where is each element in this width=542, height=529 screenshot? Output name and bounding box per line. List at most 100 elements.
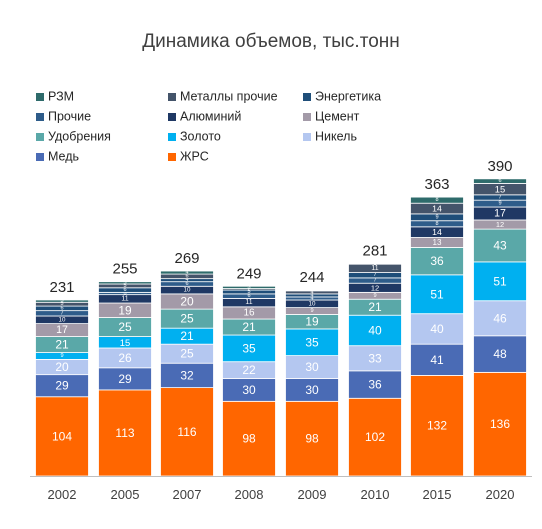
data-label-удобрения-2015: 36 — [430, 254, 444, 268]
bar-segment-никель-2020 — [473, 300, 527, 337]
legend-swatch-медь — [36, 153, 44, 161]
legend-swatch-прочие — [36, 113, 44, 121]
data-label-металлы-прочие-2002: 5 — [60, 301, 63, 307]
data-label-жрс-2010: 102 — [365, 430, 385, 444]
data-label-никель-2020: 46 — [493, 311, 507, 325]
data-label-медь-2009: 30 — [305, 383, 319, 397]
data-label-удобрения-2010: 21 — [368, 300, 382, 314]
data-label-энергетика-2007: 4 — [185, 277, 188, 283]
legend-label-медь: Медь — [48, 149, 79, 163]
data-label-удобрения-2009: 19 — [305, 315, 319, 329]
data-label-жрс-2005: 113 — [115, 426, 134, 440]
data-label-прочие-2015: 8 — [435, 221, 438, 227]
data-label-энергетика-2008: 5 — [247, 289, 250, 295]
legend-label-цемент: Цемент — [315, 109, 360, 123]
chart-title: Динамика объемов, тыс.тонн — [142, 31, 400, 52]
legend-swatch-рзм — [36, 93, 44, 101]
data-label-медь-2020: 48 — [493, 347, 507, 361]
legend-label-жрс: ЖРС — [180, 149, 209, 163]
data-label-энергетика-2020: 7 — [498, 194, 501, 200]
bar-segment-рзм-2008 — [222, 285, 276, 289]
data-label-цемент-2010: 9 — [373, 293, 376, 299]
data-label-золото-2007: 21 — [180, 329, 194, 343]
bar-segment-жрс-2020 — [473, 371, 527, 477]
data-label-жрс-2007: 116 — [177, 425, 196, 439]
total-label-2002: 231 — [49, 279, 74, 296]
data-label-жрс-2015: 132 — [427, 419, 447, 433]
data-label-никель-2010: 33 — [368, 351, 382, 365]
total-label-2020: 390 — [487, 158, 512, 175]
data-label-алюминий-2007: 10 — [184, 287, 191, 294]
data-label-алюминий-2015: 14 — [432, 227, 442, 237]
legend-label-удобрения: Удобрения — [48, 129, 111, 143]
data-label-медь-2008: 30 — [242, 383, 256, 397]
data-label-металлы-прочие-2015: 14 — [432, 204, 442, 214]
data-label-алюминий-2008: 11 — [245, 299, 252, 306]
x-tick-label-2020: 2020 — [486, 487, 515, 502]
data-label-жрс-2009: 98 — [305, 432, 319, 446]
data-label-прочие-2002: 7 — [60, 310, 63, 316]
total-label-2010: 281 — [362, 242, 387, 259]
data-label-никель-2002: 20 — [55, 360, 69, 374]
bar-segment-жрс-2008 — [222, 400, 276, 477]
x-tick-label-2008: 2008 — [235, 487, 264, 502]
bar-segment-золото-2020 — [473, 261, 527, 302]
data-label-золото-2009: 35 — [305, 335, 319, 349]
data-label-жрс-2002: 104 — [52, 429, 72, 443]
data-label-цемент-2007: 20 — [180, 295, 194, 309]
x-tick-label-2010: 2010 — [361, 487, 390, 502]
data-label-прочие-2009: 4 — [310, 295, 313, 301]
legend-label-алюминий: Алюминий — [180, 109, 241, 123]
data-label-жрс-2008: 98 — [242, 432, 256, 446]
data-label-рзм-2007: 4 — [185, 270, 188, 276]
legend-label-рзм: РЗМ — [48, 89, 74, 103]
data-label-алюминий-2005: 11 — [121, 295, 128, 302]
legend-swatch-жрс — [168, 153, 176, 161]
legend-swatch-алюминий — [168, 113, 176, 121]
total-label-2008: 249 — [236, 265, 261, 282]
data-label-энергетика-2005: 6 — [123, 287, 126, 293]
bars-area: 1042920921171076532311132926152519113653… — [35, 158, 527, 477]
data-label-золото-2008: 35 — [242, 341, 256, 355]
bar-segment-рзм-2002 — [35, 299, 89, 303]
data-label-металлы-прочие-2007: 6 — [185, 273, 188, 279]
data-label-алюминий-2009: 10 — [309, 300, 316, 307]
data-label-цемент-2020: 12 — [496, 220, 504, 229]
data-label-медь-2015: 41 — [430, 353, 444, 367]
data-label-алюминий-2002: 10 — [59, 316, 66, 323]
bar-segment-рзм-2009 — [285, 289, 339, 292]
data-label-металлы-прочие-2005: 5 — [123, 283, 126, 289]
data-label-цемент-2008: 16 — [243, 307, 255, 318]
legend-swatch-металлы-прочие — [168, 93, 176, 101]
legend-label-никель: Никель — [315, 129, 357, 143]
legend: РЗМ Металлы прочие Энергетика Прочие Алюмини… — [36, 89, 381, 163]
data-label-никель-2005: 26 — [118, 351, 132, 365]
x-axis: 2002 2005 2007 2008 2009 2010 2015 2020 — [30, 476, 532, 502]
x-tick-label-2007: 2007 — [173, 487, 202, 502]
data-label-рзм-2002: 3 — [60, 298, 63, 304]
data-label-удобрения-2020: 43 — [493, 238, 507, 252]
data-label-золото-2015: 51 — [430, 287, 444, 301]
data-label-металлы-прочие-2009: 4 — [310, 289, 313, 295]
data-label-цемент-2005: 19 — [118, 303, 132, 317]
legend-swatch-цемент — [303, 113, 311, 121]
bar-segment-жрс-2007 — [160, 387, 214, 477]
bar-segment-жрс-2002 — [35, 396, 89, 477]
data-label-удобрения-2007: 25 — [180, 312, 194, 326]
total-label-2009: 244 — [299, 269, 324, 286]
data-label-никель-2008: 22 — [242, 363, 256, 377]
bar-segment-рзм-2005 — [98, 281, 152, 285]
bar-segment-никель-2015 — [410, 313, 464, 345]
bar-segment-золото-2015 — [410, 274, 464, 315]
data-label-металлы-прочие-2010: 11 — [371, 265, 378, 272]
data-label-удобрения-2008: 21 — [242, 320, 256, 334]
data-label-прочие-2007: 6 — [185, 281, 188, 287]
data-label-рзм-2005: 3 — [123, 280, 126, 286]
data-label-металлы-прочие-2020: 15 — [495, 184, 505, 195]
data-label-медь-2002: 29 — [55, 379, 69, 393]
total-label-2007: 269 — [174, 250, 199, 267]
x-tick-label-2009: 2009 — [298, 487, 327, 502]
legend-label-прочие: Прочие — [48, 109, 91, 123]
data-label-золото-2010: 40 — [368, 323, 382, 337]
legend-label-металлы-прочие: Металлы прочие — [180, 89, 278, 103]
